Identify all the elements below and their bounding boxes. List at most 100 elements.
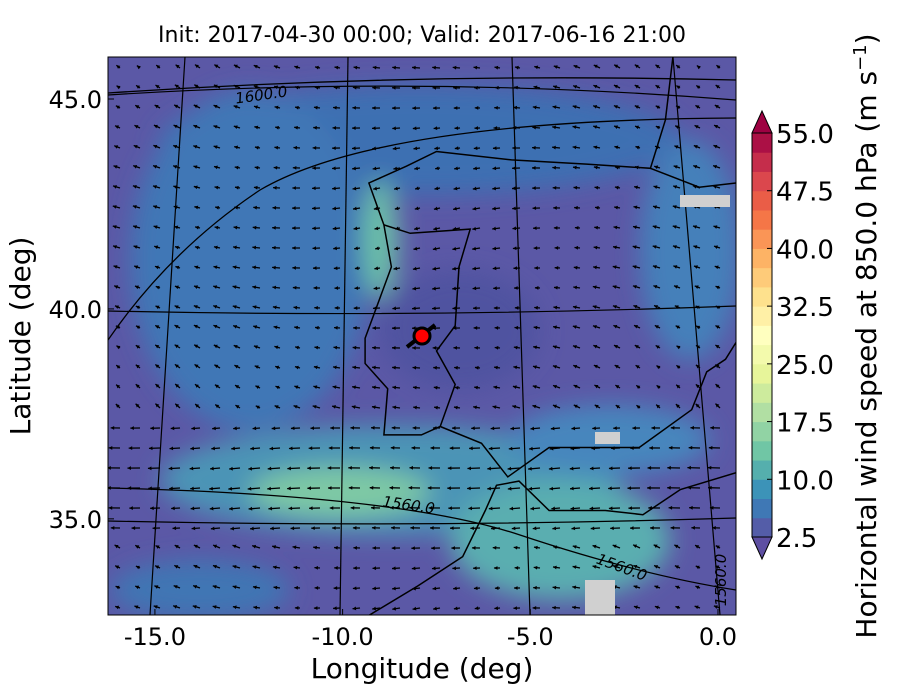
wind-arrow-head xyxy=(572,565,577,570)
wind-arrow-head xyxy=(593,344,598,349)
wind-arrow-head xyxy=(514,586,518,590)
wind-arrow-head xyxy=(154,105,159,109)
wind-arrow-head xyxy=(369,465,373,470)
wind-arrow-head xyxy=(392,65,396,70)
wind-arrow-head xyxy=(374,226,379,231)
wind-arrow-head xyxy=(513,606,517,611)
wind-arrow-head xyxy=(570,506,575,511)
wind-arrow-head xyxy=(372,606,376,611)
plot-frame xyxy=(107,56,737,616)
wind-arrow-head xyxy=(471,426,475,431)
wind-arrow-head xyxy=(191,426,195,431)
wind-arrow-head xyxy=(255,405,260,410)
wind-arrow-head xyxy=(552,185,557,190)
wind-arrow-head xyxy=(332,405,336,409)
wind-arrow-head xyxy=(212,585,217,589)
wind-arrow-head xyxy=(612,304,617,309)
wind-arrow-head xyxy=(213,544,218,549)
wind-arrow-head xyxy=(533,226,537,231)
wind-arrow-head xyxy=(233,125,238,130)
wind-arrow-head xyxy=(252,225,257,230)
wind-arrow-head xyxy=(447,486,451,491)
wind-arrow-head xyxy=(413,146,418,151)
wind-arrow-head xyxy=(373,186,378,191)
wind-arrow-head xyxy=(310,426,315,431)
wind-arrow-head xyxy=(508,446,513,451)
wind-arrow-head xyxy=(655,85,660,89)
wind-arrow-head xyxy=(553,226,558,230)
wind-arrow-head xyxy=(213,245,218,250)
wind-arrow-head xyxy=(390,465,394,470)
wind-arrow-head xyxy=(412,426,417,430)
wind-arrow-head xyxy=(432,246,437,251)
wind-arrow-head xyxy=(213,145,218,149)
wind-arrow-head xyxy=(214,384,219,389)
wind-arrow-head xyxy=(173,585,178,589)
wind-arrow-head xyxy=(572,165,577,170)
wind-arrow-head xyxy=(154,585,159,589)
wind-arrow-head xyxy=(372,126,376,131)
wind-arrow-head xyxy=(253,185,258,190)
wind-arrow-head xyxy=(194,344,199,349)
wind-arrow-head xyxy=(553,325,557,330)
wind-arrow-head xyxy=(312,186,316,191)
wind-arrow-head xyxy=(234,185,239,190)
wind-arrow-head xyxy=(533,585,537,590)
wind-arrow-head xyxy=(633,564,638,569)
wind-arrow-head xyxy=(392,306,397,311)
wind-arrow-head xyxy=(332,125,337,130)
wind-arrow-head xyxy=(235,405,240,409)
wind-arrow-head xyxy=(229,466,233,471)
wind-arrow-head xyxy=(714,124,719,129)
wind-arrow-head xyxy=(452,326,457,330)
wind-arrow-head xyxy=(373,206,378,211)
wind-arrow-head xyxy=(653,544,658,549)
wind-arrow-head xyxy=(292,545,297,550)
wind-arrow-head xyxy=(174,305,179,309)
wind-arrow-head xyxy=(307,486,311,491)
wind-arrow-head xyxy=(174,344,179,349)
wind-arrow-head xyxy=(392,586,396,591)
wind-arrow-head xyxy=(695,384,700,389)
wind-arrow-head xyxy=(314,305,318,310)
wind-arrow-head xyxy=(695,585,700,590)
wind-arrow-head xyxy=(155,325,160,329)
colorbar-band xyxy=(752,152,772,172)
wind-arrow-head xyxy=(275,365,280,370)
wind-arrow-head xyxy=(210,526,215,531)
wind-arrow-head xyxy=(453,405,458,410)
wind-arrow-head xyxy=(696,325,701,330)
wind-arrow-head xyxy=(252,305,257,309)
wind-arrow-head xyxy=(233,245,237,250)
wind-arrow-head xyxy=(293,305,298,310)
wind-arrow-head xyxy=(254,165,259,170)
wind-arrow-head xyxy=(155,364,160,369)
colorbar-band xyxy=(752,517,772,538)
wind-arrow-head xyxy=(173,124,178,129)
wind-arrow-head xyxy=(452,306,457,311)
wind-arrow-head xyxy=(656,404,661,409)
wind-arrow-head xyxy=(211,446,215,451)
wind-arrow-head xyxy=(234,145,239,150)
wind-arrow-head xyxy=(235,385,240,389)
wind-arrow-head xyxy=(653,285,658,289)
wind-arrow-head xyxy=(413,246,418,251)
wind-arrow-head xyxy=(615,385,620,389)
wind-arrow-head xyxy=(349,445,353,450)
wind-arrow-head xyxy=(674,544,679,549)
wind-arrow-head xyxy=(548,466,553,471)
wind-arrow-head xyxy=(213,265,218,270)
wind-arrow-head xyxy=(274,405,279,409)
wind-arrow-head xyxy=(135,585,140,590)
wind-arrow-head xyxy=(654,605,659,610)
wind-arrow-head xyxy=(155,403,160,408)
wind-arrow-head xyxy=(473,405,477,410)
wind-arrow-head xyxy=(214,225,219,230)
wind-arrow-head xyxy=(473,166,477,171)
wind-arrow-head xyxy=(332,365,337,370)
wind-arrow-head xyxy=(314,586,319,590)
wind-arrow-head xyxy=(674,565,679,569)
wind-arrow-head xyxy=(195,225,199,230)
wind-arrow-head xyxy=(572,145,577,150)
wind-arrow-head xyxy=(572,545,577,549)
